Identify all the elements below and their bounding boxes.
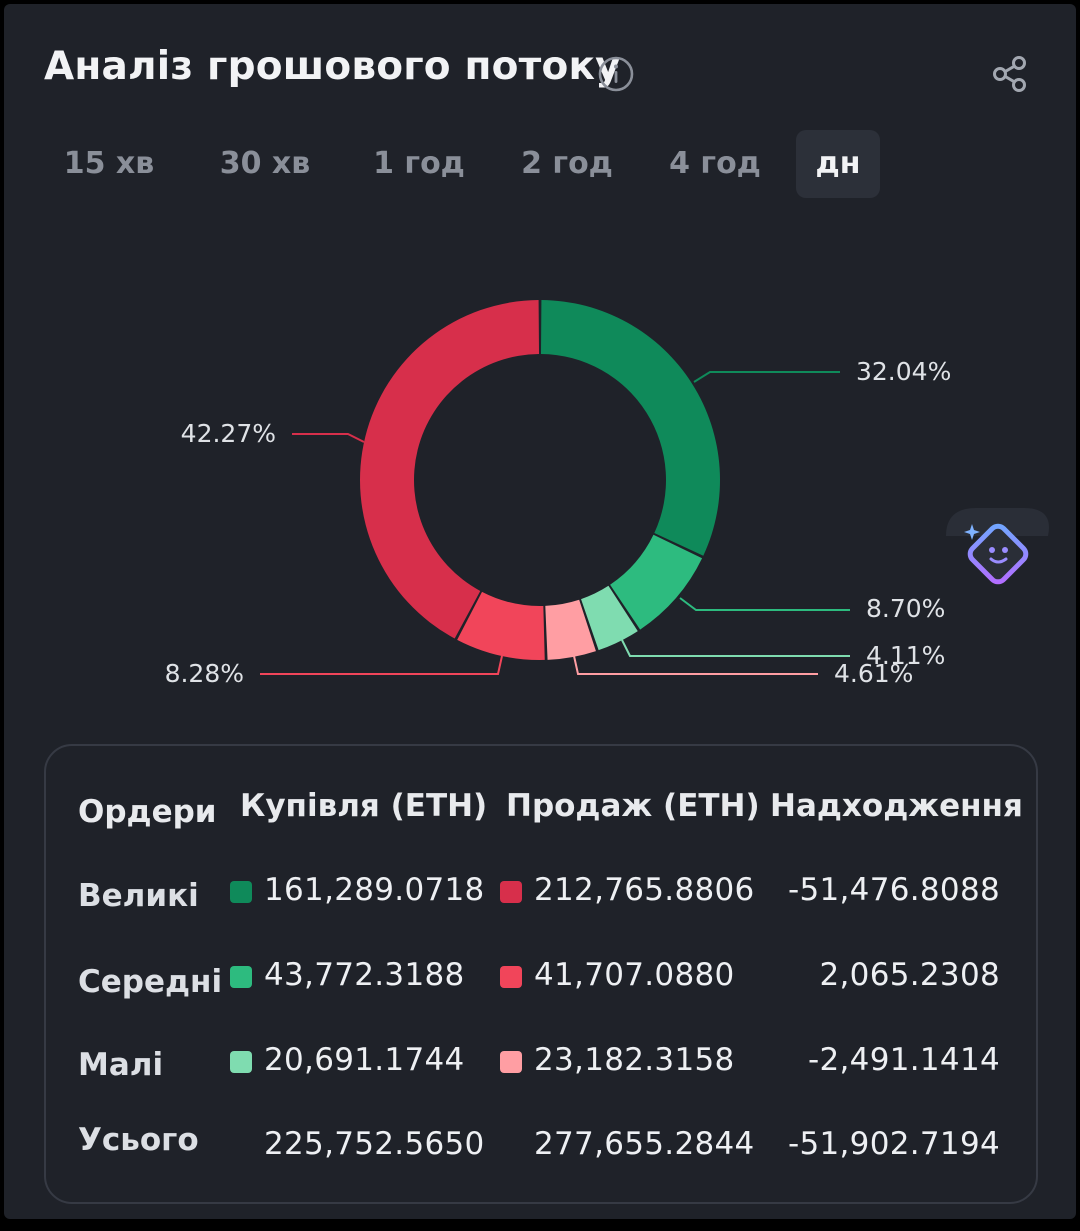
slice-percent-label: 32.04%	[856, 357, 951, 386]
inflow-value-small: -2,491.1414	[808, 1042, 1000, 1078]
slice-leader-line	[260, 655, 503, 675]
sell-value-total: 277,655.2844	[534, 1126, 755, 1162]
ai-assistant-icon[interactable]	[946, 506, 1054, 602]
col-header-sell: Продаж (ETH)	[506, 788, 760, 824]
buy-value-medium: 43,772.3188	[264, 957, 465, 993]
slice-percent-label: 8.70%	[866, 594, 945, 623]
col-header-orders: Ордери	[78, 794, 217, 830]
col-header-inflow: Надходження	[770, 788, 1023, 824]
donut-slice[interactable]	[457, 591, 545, 660]
slice-leader-line	[679, 597, 850, 611]
donut-slice[interactable]	[359, 300, 540, 639]
sell-color-swatch	[500, 1051, 522, 1073]
sell-value-medium: 41,707.0880	[534, 957, 735, 993]
tab-2h[interactable]: 2 год	[521, 146, 613, 181]
tab-30m[interactable]: 30 хв	[219, 146, 311, 181]
slice-percent-label: 4.11%	[866, 641, 945, 670]
buy-color-swatch	[230, 881, 252, 903]
inflow-value-medium: 2,065.2308	[819, 957, 1000, 993]
donut-slice[interactable]	[540, 300, 720, 556]
donut-slice[interactable]	[581, 585, 638, 651]
slice-percent-label: 42.27%	[181, 419, 276, 448]
share-icon[interactable]	[988, 52, 1032, 96]
donut-slice[interactable]	[610, 534, 703, 630]
inflow-value-large: -51,476.8088	[787, 872, 1000, 908]
buy-color-swatch	[230, 1051, 252, 1073]
tab-1d[interactable]: дн	[796, 130, 880, 198]
buy-color-swatch	[230, 966, 252, 988]
slice-leader-line	[693, 371, 840, 383]
slice-percent-label: 8.28%	[165, 659, 244, 688]
donut-chart: 32.04% 8.70% 4.11%4.61% 8.28% 42.27%	[165, 300, 951, 688]
orders-table	[44, 744, 1038, 1204]
buy-value-large: 161,289.0718	[264, 872, 485, 908]
page-title: Аналіз грошового потоку	[44, 44, 621, 89]
row-label-small: Малі	[78, 1047, 164, 1083]
row-label-total: Усього	[78, 1122, 199, 1158]
buy-value-total: 225,752.5650	[264, 1126, 485, 1162]
info-icon[interactable]	[598, 56, 634, 92]
inflow-value-total: -51,902.7194	[787, 1126, 1000, 1162]
slice-leader-line	[292, 433, 365, 443]
slice-percent-label: 4.61%	[834, 659, 913, 688]
slice-leader-line	[573, 655, 818, 675]
buy-value-small: 20,691.1744	[264, 1042, 465, 1078]
col-header-buy: Купівля (ETH)	[240, 788, 488, 824]
money-flow-card: Аналіз грошового потоку 15 хв 30 хв 1 го…	[4, 4, 1076, 1219]
row-label-medium: Середні	[78, 964, 223, 1000]
sell-color-swatch	[500, 881, 522, 903]
donut-slice[interactable]	[545, 599, 596, 660]
tab-1h[interactable]: 1 год	[373, 146, 465, 181]
tab-4h[interactable]: 4 год	[669, 146, 761, 181]
sell-value-large: 212,765.8806	[534, 872, 755, 908]
slice-leader-line	[621, 639, 850, 657]
tab-15m[interactable]: 15 хв	[63, 146, 155, 181]
sell-value-small: 23,182.3158	[534, 1042, 735, 1078]
sell-color-swatch	[500, 966, 522, 988]
row-label-large: Великі	[78, 878, 199, 914]
